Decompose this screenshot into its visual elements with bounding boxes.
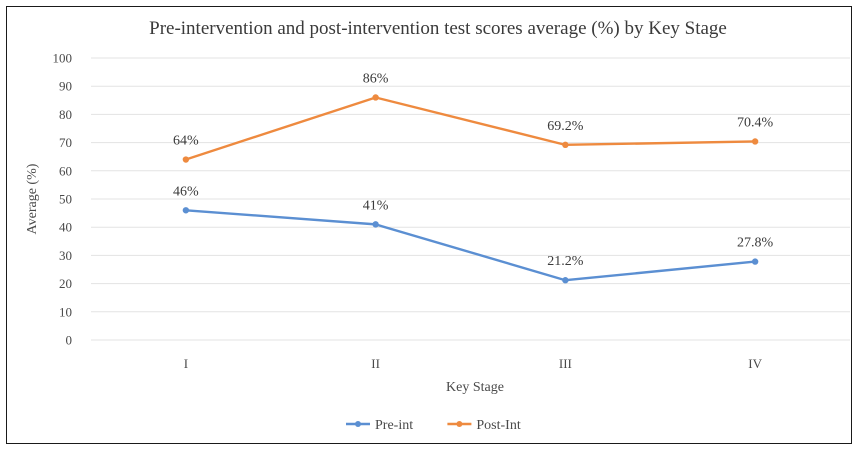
x-tick-label: III	[559, 356, 572, 371]
legend-swatch-marker	[355, 421, 361, 427]
legend-item: Post-Int	[447, 418, 521, 433]
legend-label: Post-Int	[476, 418, 520, 433]
data-label: 46%	[173, 184, 199, 199]
y-tick-label: 20	[59, 276, 72, 291]
data-point	[372, 94, 379, 101]
series-line	[184, 96, 757, 161]
data-point	[751, 258, 759, 265]
series-pre-int: 46% 41% 21.2% 27.8%	[173, 184, 774, 284]
data-label: 64%	[173, 134, 199, 149]
data-label: 69.2%	[547, 119, 584, 134]
data-label: 86%	[363, 71, 389, 86]
y-tick-label: 10	[59, 304, 72, 319]
y-tick-label: 100	[53, 51, 73, 66]
chart-title: Pre-intervention and post-intervention t…	[149, 18, 727, 39]
y-tick-label: 50	[59, 192, 72, 207]
legend-item: Pre-int	[346, 418, 413, 433]
y-tick-label: 60	[59, 163, 72, 178]
data-label: 70.4%	[737, 115, 774, 130]
y-tick-label: 40	[59, 220, 72, 235]
data-label: 27.8%	[737, 236, 774, 251]
data-point	[372, 221, 379, 228]
legend: Pre-int Post-Int	[346, 418, 521, 433]
data-point	[562, 141, 569, 149]
y-tick-label: 70	[59, 135, 72, 150]
data-label: 41%	[363, 198, 389, 213]
legend-swatch-marker	[456, 421, 463, 427]
x-tick-label: IV	[748, 356, 762, 371]
x-axis-title: Key Stage	[446, 380, 504, 395]
y-tick-label: 0	[66, 333, 73, 348]
data-label: 21.2%	[547, 254, 584, 269]
y-tick-label: 80	[59, 107, 72, 122]
y-tick-label: 90	[59, 79, 72, 94]
data-point	[182, 207, 190, 214]
series-post-int: 64% 86% 69.2% 70.4%	[173, 71, 774, 163]
y-axis-ticks: 0 10 20 30 40 50 60 70 80 90 100	[53, 51, 73, 348]
x-axis-ticks: I II III IV	[184, 356, 763, 371]
x-tick-label: I	[184, 356, 188, 371]
series-line	[184, 209, 757, 282]
data-point	[751, 138, 759, 145]
chart-frame	[6, 6, 852, 444]
legend-label: Pre-int	[375, 418, 413, 433]
data-point	[562, 277, 569, 284]
data-point	[182, 156, 190, 163]
y-tick-label: 30	[59, 248, 72, 263]
y-axis-title: Average (%)	[25, 163, 40, 234]
series-group: 46% 41% 21.2% 27.8% 64% 86% 69.2% 70.4%	[173, 71, 774, 284]
gridlines	[91, 57, 850, 341]
x-tick-label: II	[371, 356, 380, 371]
